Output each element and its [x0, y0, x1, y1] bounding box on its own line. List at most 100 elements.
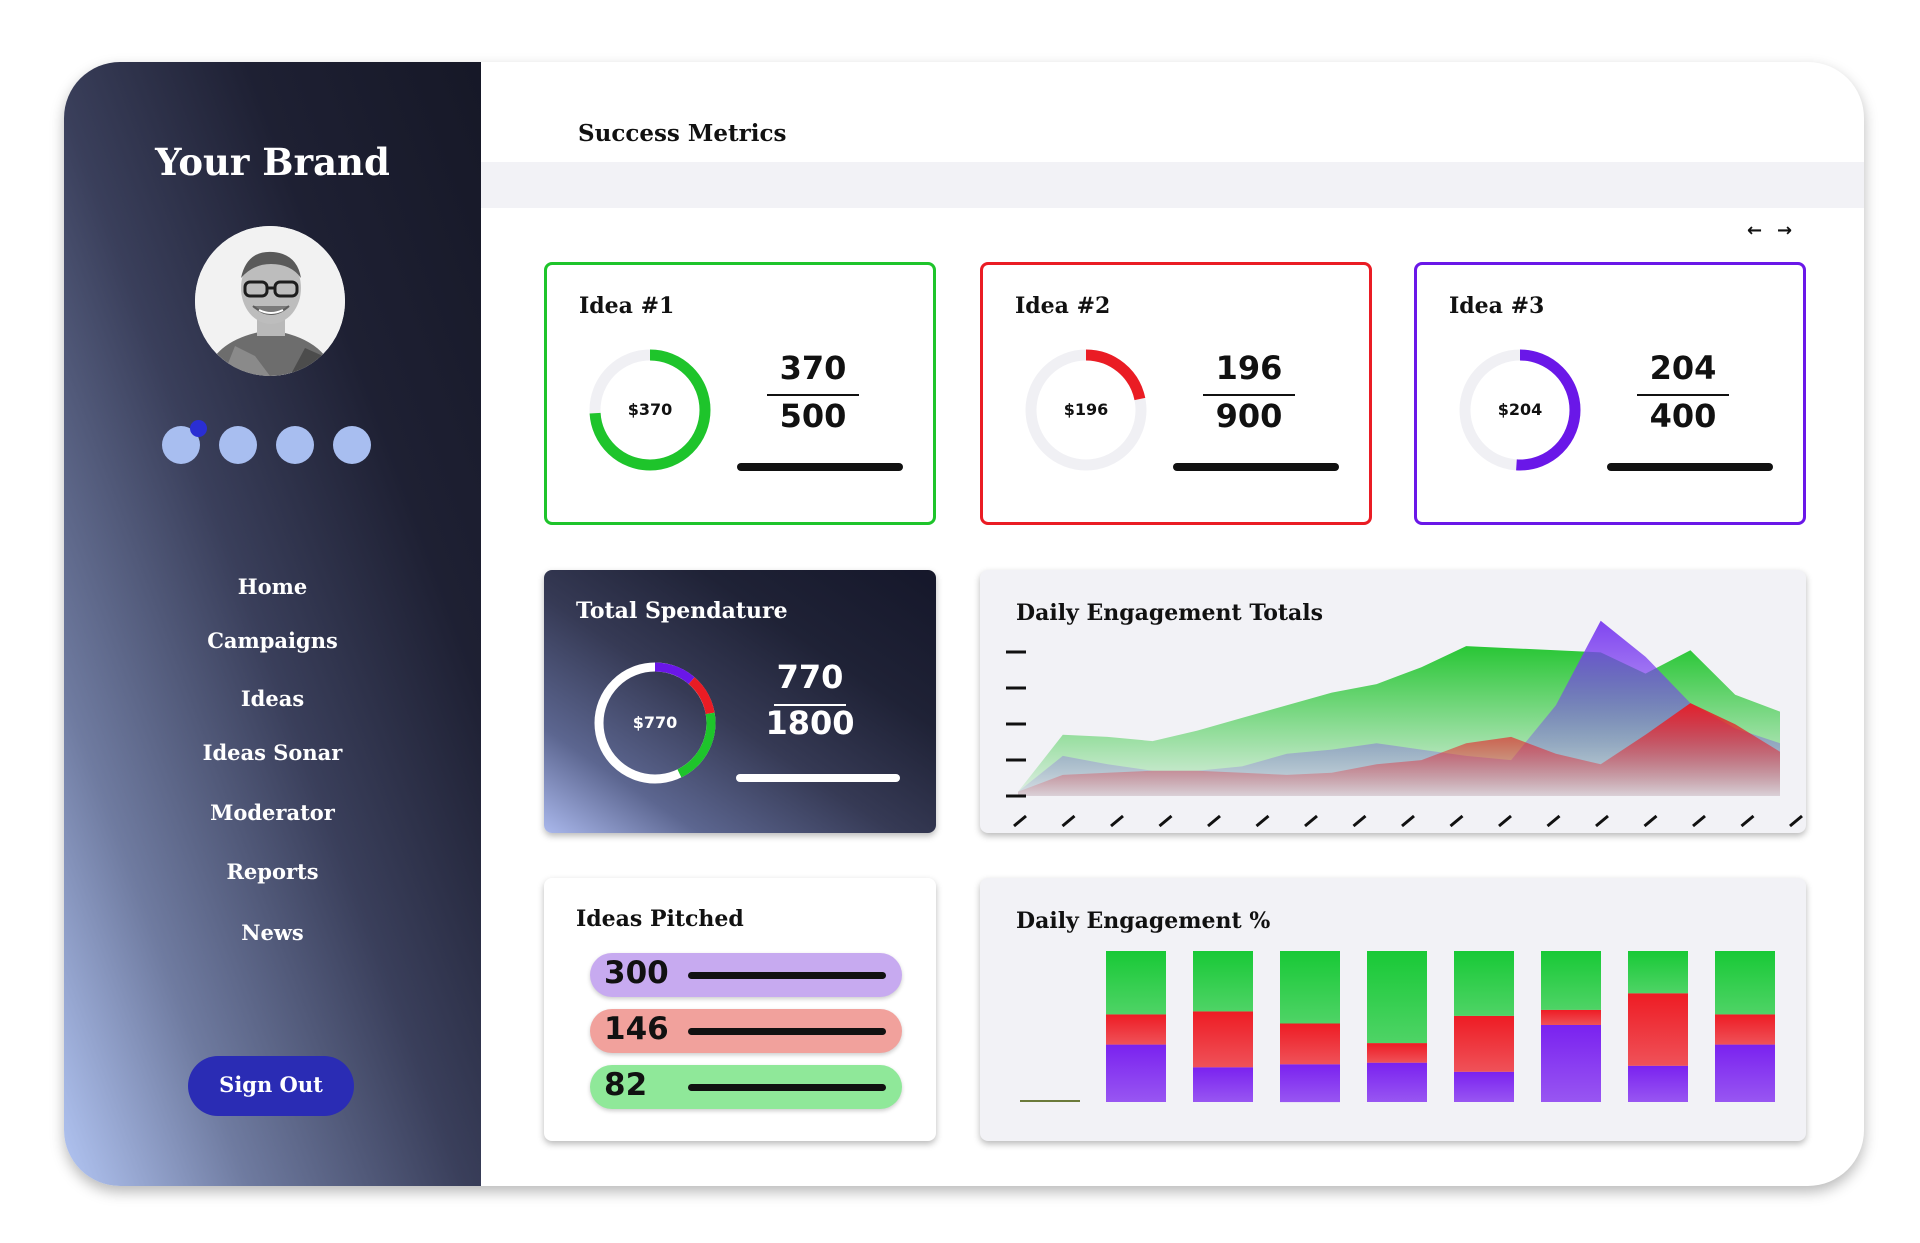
idea-card[interactable]: Idea #2 $196 196 900 [980, 262, 1372, 525]
ring-progress [589, 349, 711, 471]
x-tick [1352, 814, 1367, 828]
status-dots [162, 420, 392, 466]
total-spendature-card[interactable]: Total Spendature $770 770 1800 [544, 570, 936, 833]
bar-segment [1715, 1044, 1775, 1102]
fraction-divider [767, 394, 859, 396]
x-tick [1110, 814, 1124, 828]
avatar-portrait-icon [195, 226, 345, 376]
dashboard-window: Your Brand Home [64, 62, 1864, 1186]
pitched-pill: 300 [590, 953, 902, 997]
pitched-pill: 146 [590, 1009, 902, 1053]
idea-card[interactable]: Idea #1 $370 370 500 [544, 262, 936, 525]
notification-badge [190, 420, 207, 437]
arrow-left-icon[interactable]: ← [1747, 220, 1763, 241]
bar-segment [1628, 993, 1688, 1066]
pitched-value: 146 [604, 1011, 669, 1047]
pitched-value: 300 [604, 955, 669, 991]
ring-segment [594, 662, 716, 784]
bar-segment [1454, 951, 1514, 1016]
fraction-divider [1203, 394, 1295, 396]
progress-bar [1607, 463, 1773, 471]
pitched-pill: 82 [590, 1065, 902, 1109]
bar-segment [1628, 951, 1688, 994]
card-title: Total Spendature [576, 598, 788, 624]
x-tick [1789, 814, 1803, 828]
nav-item-ideas[interactable]: Ideas [240, 686, 305, 711]
ring-progress [1459, 349, 1581, 471]
nav-item-reports[interactable]: Reports [226, 859, 319, 884]
bar-segment [1106, 1044, 1166, 1102]
ring-progress [1025, 349, 1147, 471]
spend-value: 770 [776, 658, 844, 696]
brand-logo: Your Brand [155, 140, 390, 184]
idea-title: Idea #1 [579, 293, 675, 319]
x-tick [1013, 814, 1027, 828]
pill-bar [688, 1084, 886, 1091]
bar-segment [1454, 1015, 1514, 1072]
status-dot[interactable] [219, 426, 257, 464]
bar-segment [1541, 951, 1601, 1010]
bar-segment [1367, 1043, 1427, 1063]
pill-bar [688, 972, 886, 979]
x-tick [1546, 814, 1561, 828]
page-title: Success Metrics [578, 120, 787, 147]
idea-value: 370 [779, 349, 847, 387]
idea-total: 900 [1215, 397, 1283, 435]
arrow-right-icon[interactable]: → [1777, 220, 1793, 241]
x-tick [1498, 814, 1512, 828]
progress-ring [1459, 349, 1581, 471]
progress-bar [1173, 463, 1339, 471]
idea-card[interactable]: Idea #3 $204 204 400 [1414, 262, 1806, 525]
x-tick [1255, 814, 1270, 828]
bar-segment [1454, 1071, 1514, 1102]
stacked-bar-chart [1020, 951, 1775, 1103]
nav-item-home[interactable]: Home [237, 574, 308, 599]
bar-segment [1628, 1065, 1688, 1102]
ring-segment [594, 662, 716, 784]
x-tick [1061, 814, 1076, 828]
spend-ring [594, 662, 716, 784]
x-tick [1304, 814, 1318, 828]
donut-value-label: $770 [632, 713, 678, 732]
spend-total: 1800 [765, 704, 855, 742]
pager: ← → [1747, 220, 1807, 241]
progress-ring [589, 349, 711, 471]
bar-segment [1280, 951, 1340, 1024]
progress-bar [737, 463, 903, 471]
nav-item-moderator[interactable]: Moderator [210, 800, 335, 825]
idea-total: 500 [779, 397, 847, 435]
bar-segment [1367, 951, 1427, 1044]
card-title: Ideas Pitched [576, 906, 744, 932]
area-series-3 [1018, 703, 1780, 796]
nav-item-campaigns[interactable]: Campaigns [207, 628, 338, 653]
x-tick [1207, 814, 1221, 828]
donut-value-label: $204 [1497, 400, 1543, 419]
ideas-pitched-card[interactable]: Ideas Pitched 300 146 82 [544, 878, 936, 1141]
header-bar [481, 162, 1864, 208]
pitched-value: 82 [604, 1067, 648, 1103]
x-tick [1449, 814, 1464, 828]
avatar[interactable] [195, 226, 345, 376]
nav-item-news[interactable]: News [241, 920, 304, 945]
sign-out-button[interactable]: Sign Out [188, 1056, 354, 1116]
fraction-divider [774, 704, 846, 706]
bar-segment [1367, 1062, 1427, 1102]
x-tick [1595, 814, 1609, 828]
bar-segment [1715, 951, 1775, 1015]
bar-segment [1280, 1023, 1340, 1065]
status-dot[interactable] [276, 426, 314, 464]
pill-bar [688, 1028, 886, 1035]
status-dot[interactable] [333, 426, 371, 464]
bar-segment [1193, 951, 1253, 1012]
area-series-2 [1018, 620, 1780, 796]
bar-segment [1541, 1025, 1601, 1102]
nav-item-ideas-sonar[interactable]: Ideas Sonar [202, 740, 343, 765]
idea-title: Idea #2 [1015, 293, 1111, 319]
daily-engagement-totals-card[interactable]: Daily Engagement Totals [980, 570, 1806, 833]
daily-engagement-pct-card[interactable]: Daily Engagement % [980, 878, 1806, 1141]
x-tick [1692, 814, 1706, 828]
progress-ring [1025, 349, 1147, 471]
bar-segment [1193, 1011, 1253, 1068]
bar-segment [1106, 1014, 1166, 1045]
idea-value: 204 [1649, 349, 1717, 387]
